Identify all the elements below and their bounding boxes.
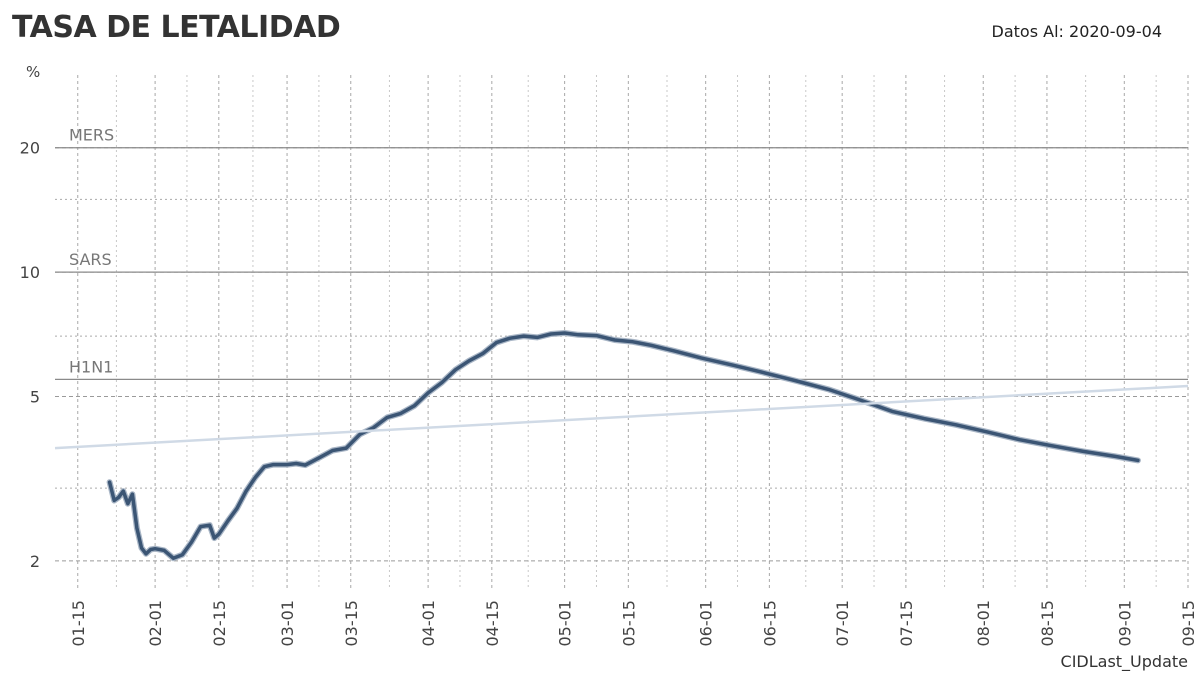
x-tick-label: 09-01 <box>1115 600 1134 647</box>
y-axis-label: % <box>26 63 41 81</box>
x-tick-label: 03-01 <box>278 600 297 647</box>
x-tick-label: 08-01 <box>974 600 993 647</box>
grid-layer <box>55 75 1189 590</box>
axis-layer: 2 5 10 20 01-15 02-01 02-15 03-01 03-15 04-01 04-1… <box>20 139 1198 647</box>
reference-label-h1n1: H1N1 <box>69 357 113 376</box>
x-tick-label: 05-15 <box>619 600 638 647</box>
x-tick-label: 02-15 <box>210 600 229 647</box>
x-tick-label: 04-01 <box>419 600 438 647</box>
x-tick-label: 06-01 <box>697 600 716 647</box>
x-tick-label: 02-01 <box>146 600 165 647</box>
series-line-halo <box>106 330 1141 562</box>
series-line-trend <box>54 384 1189 450</box>
x-tick-label: 04-15 <box>483 600 502 647</box>
y-tick-label: 20 <box>20 139 40 158</box>
x-tick-label: 07-15 <box>897 600 916 647</box>
y-tick-label: 2 <box>30 552 40 571</box>
y-tick-label: 5 <box>30 387 40 406</box>
y-tick-label: 10 <box>20 263 40 282</box>
x-tick-label: 09-15 <box>1179 600 1198 647</box>
reference-label-mers: MERS <box>69 126 114 145</box>
x-axis-label: CIDLast_Update <box>1060 652 1188 671</box>
reference-label-sars: SARS <box>69 250 112 269</box>
reference-lines: MERS SARS H1N1 <box>55 126 1188 381</box>
x-tick-label: 05-01 <box>556 600 575 647</box>
series-layer <box>54 330 1189 562</box>
series-line-lethality-rate <box>107 331 1140 560</box>
x-tick-label: 06-15 <box>760 600 779 647</box>
x-tick-label: 01-15 <box>69 600 88 647</box>
chart-title: TASA DE LETALIDAD <box>12 10 341 45</box>
x-tick-label: 07-01 <box>833 600 852 647</box>
x-tick-label: 03-15 <box>342 600 361 647</box>
data-date-label: Datos Al: 2020-09-04 <box>991 22 1162 41</box>
x-tick-label: 08-15 <box>1038 600 1057 647</box>
